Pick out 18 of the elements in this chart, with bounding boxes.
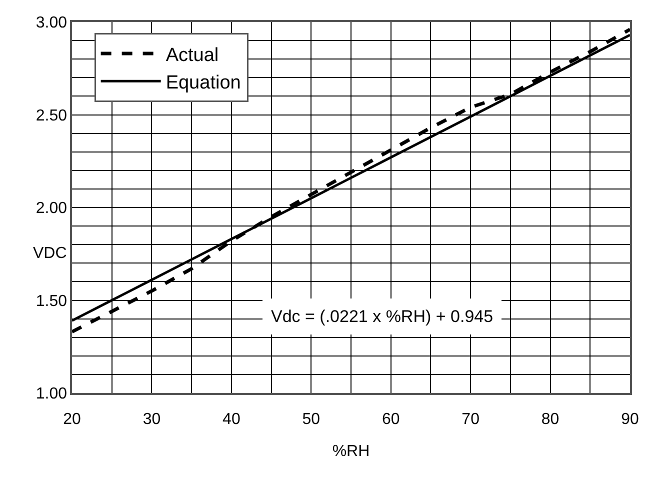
x-tick-label: 80 — [541, 410, 560, 428]
x-tick-label: 70 — [462, 410, 480, 428]
x-tick-label: 20 — [63, 410, 81, 428]
x-tick-label: 50 — [302, 410, 320, 428]
y-tick-label: 2.00 — [36, 200, 68, 218]
y-tick-label: 1.50 — [36, 292, 68, 310]
x-tick-label: 40 — [222, 410, 240, 428]
x-tick-label: 90 — [621, 410, 639, 428]
annotation: Vdc = (.0221 x %RH) + 0.945 — [271, 307, 494, 326]
x-tick-label: 60 — [382, 410, 400, 428]
legend-label: Equation — [166, 72, 241, 94]
y-tick-label: 2.50 — [36, 107, 68, 124]
y-tick-label: 1.00 — [36, 386, 68, 403]
x-tick-label: 30 — [142, 410, 161, 428]
y-tick-label: 3.00 — [36, 14, 68, 32]
x-axis-title: %RH — [332, 443, 370, 460]
legend-label: Actual — [166, 44, 219, 66]
y-axis-title: VDC — [33, 245, 67, 262]
